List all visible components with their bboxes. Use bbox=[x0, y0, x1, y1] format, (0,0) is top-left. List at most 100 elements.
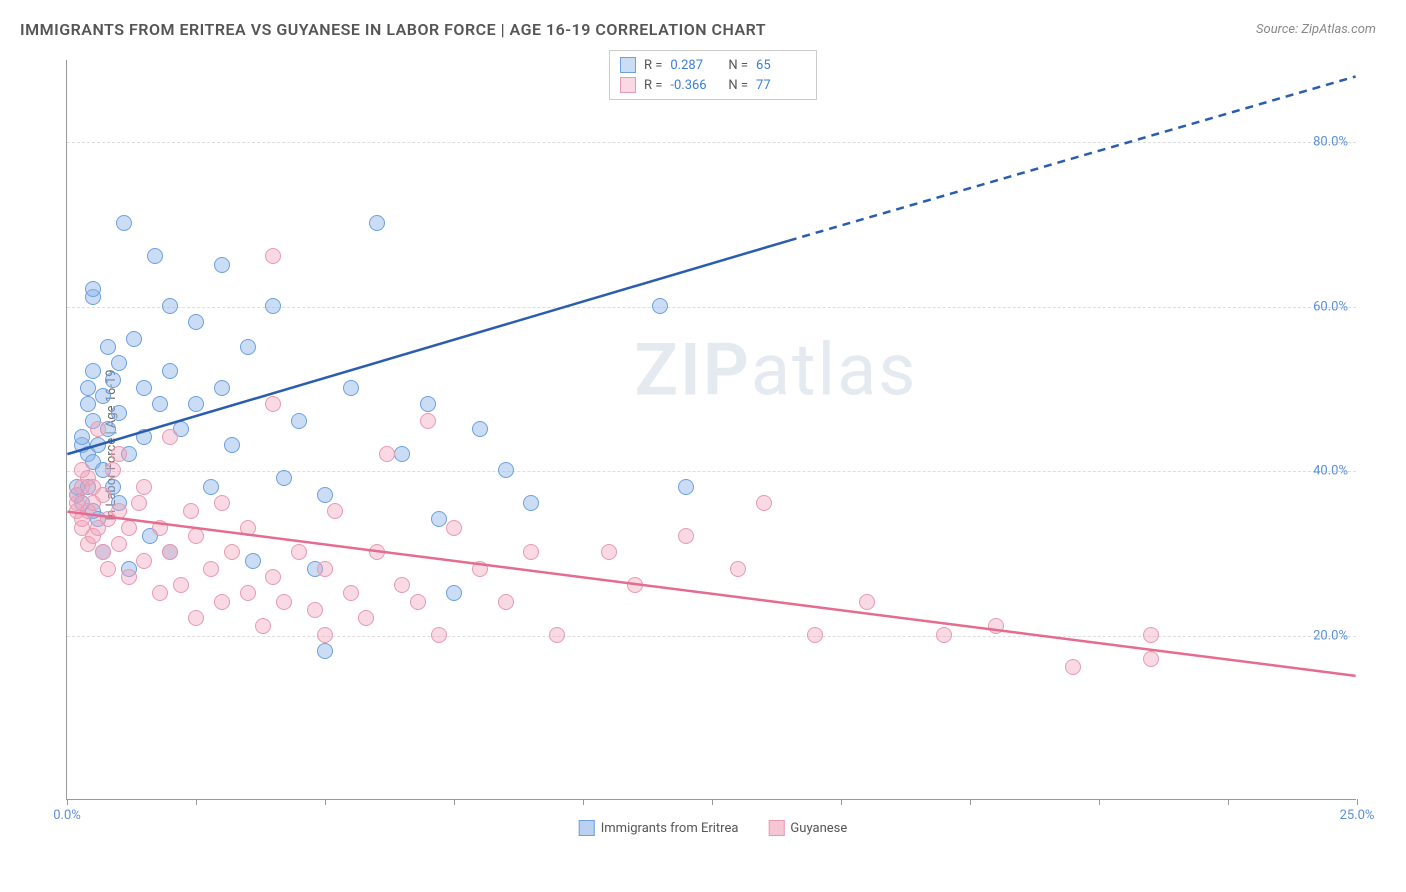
scatter-point-guyanese bbox=[105, 462, 121, 478]
scatter-point-guyanese bbox=[162, 544, 178, 560]
scatter-point-guyanese bbox=[358, 610, 374, 626]
scatter-point-guyanese bbox=[214, 495, 230, 511]
scatter-point-guyanese bbox=[95, 487, 111, 503]
scatter-point-guyanese bbox=[121, 520, 137, 536]
scatter-point-guyanese bbox=[420, 413, 436, 429]
stat-r-value: -0.366 bbox=[670, 78, 720, 93]
scatter-point-guyanese bbox=[136, 479, 152, 495]
x-tick bbox=[712, 799, 713, 805]
legend-label: Immigrants from Eritrea bbox=[601, 821, 739, 836]
scatter-point-guyanese bbox=[317, 627, 333, 643]
scatter-point-eritrea bbox=[100, 339, 116, 355]
legend-swatch bbox=[620, 77, 636, 93]
stat-r-value: 0.287 bbox=[670, 58, 720, 73]
scatter-point-eritrea bbox=[240, 339, 256, 355]
scatter-point-eritrea bbox=[188, 314, 204, 330]
scatter-point-eritrea bbox=[203, 479, 219, 495]
scatter-point-guyanese bbox=[549, 627, 565, 643]
scatter-point-eritrea bbox=[116, 215, 132, 231]
scatter-point-eritrea bbox=[188, 396, 204, 412]
scatter-point-guyanese bbox=[162, 429, 178, 445]
scatter-point-guyanese bbox=[183, 503, 199, 519]
scatter-point-eritrea bbox=[162, 363, 178, 379]
scatter-point-guyanese bbox=[265, 569, 281, 585]
scatter-point-guyanese bbox=[224, 544, 240, 560]
legend-stats-row-guyanese: R = -0.366 N = 77 bbox=[620, 75, 806, 95]
scatter-point-eritrea bbox=[105, 372, 121, 388]
scatter-point-guyanese bbox=[131, 495, 147, 511]
scatter-point-guyanese bbox=[214, 594, 230, 610]
scatter-point-eritrea bbox=[85, 363, 101, 379]
scatter-point-guyanese bbox=[601, 544, 617, 560]
scatter-point-eritrea bbox=[111, 405, 127, 421]
scatter-point-eritrea bbox=[343, 380, 359, 396]
x-tick bbox=[970, 799, 971, 805]
scatter-point-guyanese bbox=[240, 520, 256, 536]
stat-r-label: R = bbox=[644, 78, 662, 93]
legend-swatch bbox=[620, 57, 636, 73]
y-tick-label: 40.0% bbox=[1313, 464, 1348, 479]
x-tick bbox=[67, 799, 68, 805]
scatter-point-guyanese bbox=[327, 503, 343, 519]
scatter-point-eritrea bbox=[394, 446, 410, 462]
scatter-point-eritrea bbox=[472, 421, 488, 437]
scatter-point-guyanese bbox=[276, 594, 292, 610]
scatter-point-guyanese bbox=[152, 585, 168, 601]
x-tick bbox=[196, 799, 197, 805]
scatter-point-guyanese bbox=[627, 577, 643, 593]
scatter-point-eritrea bbox=[245, 553, 261, 569]
trendline-guyanese bbox=[67, 512, 1355, 676]
scatter-point-eritrea bbox=[74, 429, 90, 445]
scatter-point-eritrea bbox=[214, 257, 230, 273]
scatter-point-eritrea bbox=[523, 495, 539, 511]
source-attribution: Source: ZipAtlas.com bbox=[1256, 22, 1376, 37]
scatter-point-eritrea bbox=[291, 413, 307, 429]
scatter-point-eritrea bbox=[90, 437, 106, 453]
chart-title: IMMIGRANTS FROM ERITREA VS GUYANESE IN L… bbox=[20, 20, 766, 39]
legend-stats-row-eritrea: R = 0.287 N = 65 bbox=[620, 55, 806, 75]
trend-lines bbox=[67, 60, 1356, 799]
scatter-point-guyanese bbox=[431, 627, 447, 643]
scatter-point-guyanese bbox=[394, 577, 410, 593]
scatter-point-guyanese bbox=[111, 503, 127, 519]
scatter-point-guyanese bbox=[678, 528, 694, 544]
scatter-point-guyanese bbox=[152, 520, 168, 536]
scatter-point-guyanese bbox=[730, 561, 746, 577]
y-tick-label: 20.0% bbox=[1313, 628, 1348, 643]
x-tick-label: 25.0% bbox=[1340, 808, 1375, 823]
gridline bbox=[67, 307, 1356, 308]
scatter-point-eritrea bbox=[498, 462, 514, 478]
scatter-point-guyanese bbox=[203, 561, 219, 577]
x-tick bbox=[325, 799, 326, 805]
watermark-bold: ZIP bbox=[634, 328, 750, 413]
stat-n-label: N = bbox=[728, 78, 748, 93]
scatter-point-eritrea bbox=[147, 248, 163, 264]
scatter-point-eritrea bbox=[80, 380, 96, 396]
scatter-point-guyanese bbox=[1065, 659, 1081, 675]
gridline bbox=[67, 471, 1356, 472]
gridline bbox=[67, 636, 1356, 637]
scatter-point-guyanese bbox=[343, 585, 359, 601]
legend-stats-box: R = 0.287 N = 65 R = -0.366 N = 77 bbox=[609, 50, 817, 100]
scatter-point-guyanese bbox=[173, 577, 189, 593]
scatter-point-guyanese bbox=[1143, 627, 1159, 643]
scatter-point-guyanese bbox=[136, 553, 152, 569]
y-tick-label: 80.0% bbox=[1313, 135, 1348, 150]
scatter-point-guyanese bbox=[121, 569, 137, 585]
x-tick bbox=[1099, 799, 1100, 805]
scatter-point-guyanese bbox=[1143, 651, 1159, 667]
legend-swatch bbox=[579, 820, 595, 836]
x-tick bbox=[583, 799, 584, 805]
scatter-point-guyanese bbox=[111, 446, 127, 462]
scatter-point-eritrea bbox=[431, 511, 447, 527]
scatter-point-eritrea bbox=[111, 355, 127, 371]
scatter-point-guyanese bbox=[379, 446, 395, 462]
chart-container: In Labor Force | Age 16-19 ZIPatlas 20.0… bbox=[48, 50, 1378, 840]
scatter-point-eritrea bbox=[317, 643, 333, 659]
scatter-point-guyanese bbox=[523, 544, 539, 560]
scatter-point-guyanese bbox=[291, 544, 307, 560]
scatter-point-eritrea bbox=[317, 487, 333, 503]
scatter-point-eritrea bbox=[265, 298, 281, 314]
scatter-point-eritrea bbox=[276, 470, 292, 486]
scatter-point-guyanese bbox=[111, 536, 127, 552]
